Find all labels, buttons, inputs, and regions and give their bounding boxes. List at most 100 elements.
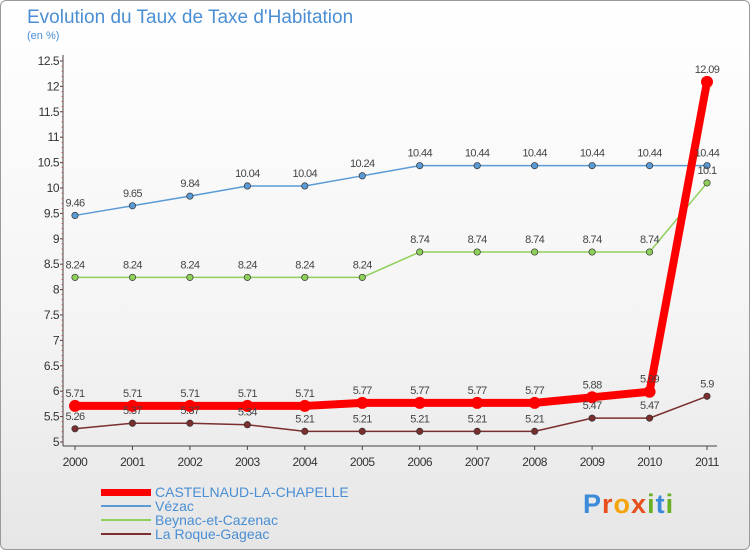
chart-title: Evolution du Taux de Taxe d'Habitation [27, 7, 354, 28]
data-point [531, 248, 539, 256]
data-point [243, 273, 251, 281]
y-tick-label: 6 [53, 384, 60, 398]
data-point [186, 273, 194, 281]
data-label: 5.21 [410, 413, 429, 425]
data-point [128, 419, 137, 427]
data-label: 10.44 [407, 148, 432, 160]
x-tick-label: 2003 [235, 455, 261, 469]
legend-entry: Vézac [101, 499, 349, 513]
data-point [71, 425, 79, 433]
data-label: 8.74 [640, 234, 659, 246]
data-label: 10.04 [235, 168, 260, 180]
series-0 [69, 75, 713, 412]
data-label: 5.34 [238, 407, 257, 419]
series-line [74, 164, 708, 217]
x-tick-label: 2006 [407, 455, 433, 469]
data-point [69, 399, 81, 412]
data-label: 8.24 [295, 259, 314, 271]
data-label: 5.77 [525, 385, 544, 397]
logo-letter: i [647, 489, 656, 519]
y-tick-label: 8 [53, 283, 60, 297]
data-label: 8.74 [583, 234, 602, 246]
y-tick-label: 9.5 [44, 206, 60, 220]
y-tick-label: 10 [47, 181, 60, 195]
logo-letter: r [602, 489, 614, 519]
series-layer [69, 75, 713, 435]
data-point [301, 427, 309, 435]
x-tick-label: 2011 [695, 455, 720, 469]
y-tick-label: 12.5 [38, 54, 60, 68]
data-point [186, 419, 194, 427]
y-tick-label: 8.5 [44, 257, 60, 271]
logo-letter: o [613, 489, 632, 519]
x-tick-label: 2004 [292, 455, 318, 469]
data-point [413, 396, 426, 409]
legend-entry: Beynac-et-Cazenac [101, 513, 349, 527]
data-label: 5.77 [410, 385, 429, 397]
data-point [243, 421, 251, 429]
data-point [71, 273, 79, 281]
logo-letter: t [655, 489, 666, 519]
data-label: 5.21 [295, 413, 314, 425]
x-tick-label: 2009 [580, 455, 606, 469]
x-tick-label: 2000 [63, 455, 89, 469]
x-tick-label: 2005 [350, 455, 376, 469]
legend-label: Beynac-et-Cazenac [155, 512, 278, 528]
y-tick-label: 10.5 [38, 156, 60, 170]
data-label: 12.09 [695, 64, 720, 76]
x-tick-label: 2008 [522, 455, 548, 469]
data-point [243, 182, 251, 190]
data-label: 10.44 [522, 148, 547, 160]
y-tick-label: 7.5 [44, 308, 60, 322]
data-point [183, 399, 196, 412]
data-point [358, 273, 366, 281]
proxiti-logo: Proxiti [583, 489, 674, 520]
data-point [528, 396, 541, 409]
data-label: 8.74 [468, 234, 487, 246]
data-point [531, 162, 539, 170]
data-label: 8.74 [410, 234, 429, 246]
data-label: 8.74 [525, 234, 544, 246]
legend-label: Vézac [155, 498, 194, 514]
x-tick-label: 2010 [637, 455, 663, 469]
data-label: 10.44 [695, 148, 720, 160]
data-label: 5.26 [65, 411, 84, 423]
series-line [71, 77, 711, 410]
y-tick-label: 7 [53, 333, 60, 347]
data-label: 5.71 [65, 388, 84, 400]
y-tick-label: 5.5 [44, 410, 60, 424]
chart-subtitle: (en %) [27, 30, 60, 42]
legend: CASTELNAUD-LA-CHAPELLE Vézac Beynac-et-Caz… [101, 485, 349, 541]
y-tick-label: 6.5 [44, 359, 60, 373]
data-point [586, 391, 599, 404]
data-point [471, 396, 484, 409]
legend-entry: La Roque-Gageac [101, 527, 349, 541]
x-tick-label: 2001 [120, 455, 146, 469]
y-tick-label: 9 [53, 232, 60, 246]
data-point [588, 162, 596, 170]
data-point [358, 172, 366, 180]
data-label: 8.24 [353, 259, 372, 271]
data-label: 5.88 [583, 379, 602, 391]
series-1 [71, 162, 711, 219]
x-tick-label: 2002 [178, 455, 204, 469]
data-label: 9.65 [123, 188, 142, 200]
data-point [128, 202, 137, 210]
series-2 [71, 179, 711, 281]
y-tick-label: 11 [48, 130, 60, 144]
legend-label: La Roque-Gageac [155, 526, 270, 542]
data-point [416, 427, 424, 435]
data-label: 9.84 [180, 178, 199, 190]
data-label: 10.44 [465, 148, 490, 160]
logo-letter: P [583, 489, 603, 519]
data-label: 5.99 [640, 374, 659, 386]
data-point [643, 385, 656, 398]
data-point [416, 248, 424, 256]
data-point [71, 211, 79, 219]
data-point [531, 427, 539, 435]
data-point [358, 427, 366, 435]
data-point [645, 248, 654, 256]
data-label: 5.21 [353, 413, 372, 425]
data-point [298, 399, 311, 412]
data-point [645, 162, 654, 170]
